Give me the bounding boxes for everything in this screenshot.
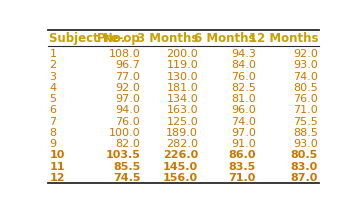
Text: 94.3: 94.3: [231, 49, 256, 59]
Text: 74.0: 74.0: [231, 116, 256, 126]
Text: 92.0: 92.0: [293, 49, 318, 59]
Text: 97.0: 97.0: [115, 94, 140, 103]
Text: 12 Months: 12 Months: [249, 32, 318, 45]
Text: 80.5: 80.5: [293, 82, 318, 92]
Text: 200.0: 200.0: [166, 49, 198, 59]
Text: 82.5: 82.5: [231, 82, 256, 92]
Text: 119.0: 119.0: [166, 60, 198, 70]
Text: 8: 8: [50, 127, 56, 137]
Text: 96.0: 96.0: [231, 105, 256, 115]
Text: 189.0: 189.0: [166, 127, 198, 137]
Text: 6: 6: [50, 105, 56, 115]
Text: 91.0: 91.0: [231, 138, 256, 148]
Text: 7: 7: [50, 116, 56, 126]
Text: 282.0: 282.0: [166, 138, 198, 148]
Text: 9: 9: [50, 138, 56, 148]
Text: 108.0: 108.0: [108, 49, 140, 59]
Text: 10: 10: [50, 149, 65, 160]
Text: 87.0: 87.0: [290, 172, 318, 182]
Text: 74.5: 74.5: [113, 172, 140, 182]
Text: 76.0: 76.0: [231, 71, 256, 81]
Text: 3 Months: 3 Months: [137, 32, 198, 45]
Text: 86.0: 86.0: [229, 149, 256, 160]
Text: Subject No.: Subject No.: [50, 32, 126, 45]
Text: 4: 4: [50, 82, 56, 92]
Text: 103.5: 103.5: [106, 149, 140, 160]
Text: 74.0: 74.0: [293, 71, 318, 81]
Text: 71.0: 71.0: [229, 172, 256, 182]
Text: 134.0: 134.0: [166, 94, 198, 103]
Text: 181.0: 181.0: [166, 82, 198, 92]
Text: 100.0: 100.0: [109, 127, 140, 137]
Text: 81.0: 81.0: [231, 94, 256, 103]
Text: 11: 11: [50, 161, 65, 171]
Text: 97.0: 97.0: [231, 127, 256, 137]
Text: 93.0: 93.0: [293, 138, 318, 148]
Text: 145.0: 145.0: [163, 161, 198, 171]
Text: 130.0: 130.0: [166, 71, 198, 81]
Text: 125.0: 125.0: [166, 116, 198, 126]
Text: 12: 12: [50, 172, 65, 182]
Text: 156.0: 156.0: [163, 172, 198, 182]
Text: Pre-op: Pre-op: [96, 32, 140, 45]
Text: 94.0: 94.0: [115, 105, 140, 115]
Text: 163.0: 163.0: [166, 105, 198, 115]
Text: 226.0: 226.0: [163, 149, 198, 160]
Text: 5: 5: [50, 94, 56, 103]
Text: 75.5: 75.5: [293, 116, 318, 126]
Text: 85.5: 85.5: [113, 161, 140, 171]
Text: 84.0: 84.0: [231, 60, 256, 70]
Text: 76.0: 76.0: [115, 116, 140, 126]
Text: 77.0: 77.0: [115, 71, 140, 81]
Text: 2: 2: [50, 60, 56, 70]
Text: 3: 3: [50, 71, 56, 81]
Text: 1: 1: [50, 49, 56, 59]
Text: 71.0: 71.0: [293, 105, 318, 115]
Text: 88.5: 88.5: [293, 127, 318, 137]
Text: 83.0: 83.0: [291, 161, 318, 171]
Text: 82.0: 82.0: [115, 138, 140, 148]
Text: 76.0: 76.0: [293, 94, 318, 103]
Text: 92.0: 92.0: [115, 82, 140, 92]
Text: 6 Months: 6 Months: [194, 32, 256, 45]
Text: 93.0: 93.0: [293, 60, 318, 70]
Text: 80.5: 80.5: [291, 149, 318, 160]
Text: 83.5: 83.5: [229, 161, 256, 171]
Text: 96.7: 96.7: [115, 60, 140, 70]
